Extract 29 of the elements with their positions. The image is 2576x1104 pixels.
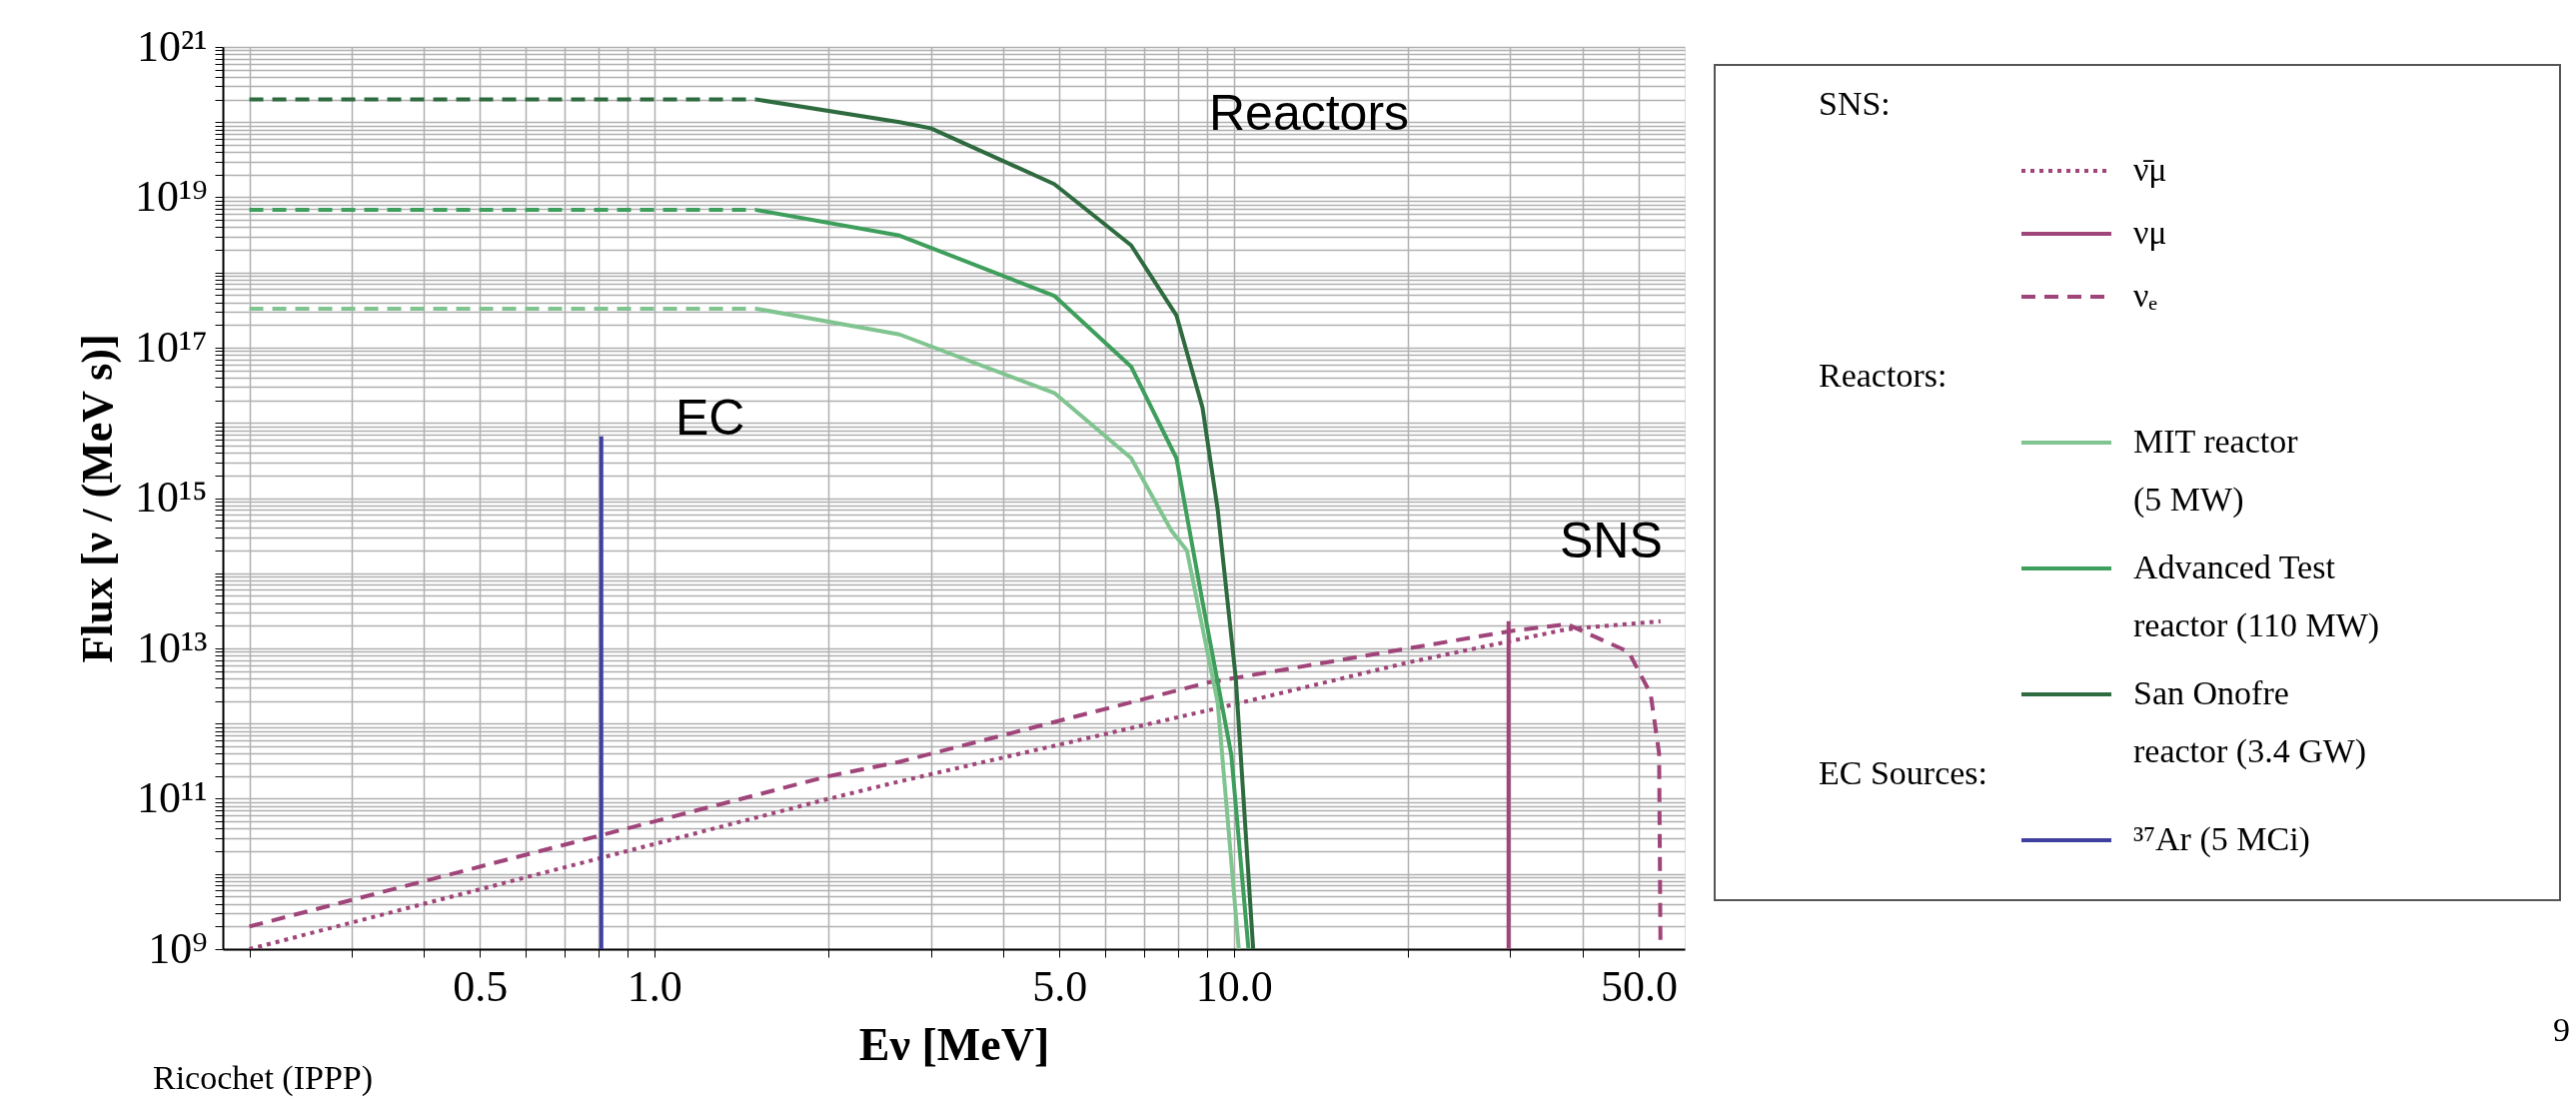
annotation: Reactors [1209, 85, 1410, 141]
y-tick-label: 10²¹ [137, 21, 208, 71]
annotation: SNS [1560, 513, 1663, 568]
legend-label: MIT reactor (5 MW) [2133, 423, 2299, 519]
annotation: EC [675, 390, 745, 446]
x-tick-label: 10.0 [1195, 961, 1273, 1011]
legend-label: Advanced Test reactor (110 MW) [2133, 549, 2380, 644]
x-axis-title: Eν [MeV] [858, 1018, 1050, 1070]
y-tick-label: 10¹¹ [137, 773, 208, 822]
x-tick-label: 5.0 [1032, 961, 1088, 1011]
legend-label: San Onofre reactor (3.4 GW) [2133, 674, 2367, 770]
y-tick-label: 10⁹ [148, 923, 208, 973]
x-tick-label: 1.0 [627, 961, 682, 1011]
text: EC Sources: [1819, 754, 1988, 791]
legend-label: νₑ [2133, 277, 2158, 314]
text: Ricochet (IPPP) [153, 1059, 374, 1097]
legend-label: νμ [2133, 214, 2167, 251]
text: SNS: [1819, 85, 1891, 122]
legend-label: ν̄μ [2133, 151, 2167, 188]
legend-label: ³⁷Ar (5 MCi) [2133, 820, 2310, 858]
x-tick-label: 50.0 [1601, 961, 1679, 1011]
y-tick-label: 10¹⁵ [134, 473, 208, 522]
text: Reactors: [1819, 357, 1947, 394]
x-tick-label: 0.5 [453, 961, 509, 1011]
text: 9 [2553, 1011, 2570, 1048]
y-axis-title: Flux [ν / (MeV s)] [72, 334, 122, 663]
y-tick-label: 10¹⁹ [134, 172, 208, 221]
y-tick-label: 10¹⁷ [134, 322, 208, 372]
y-tick-label: 10¹³ [137, 622, 208, 672]
